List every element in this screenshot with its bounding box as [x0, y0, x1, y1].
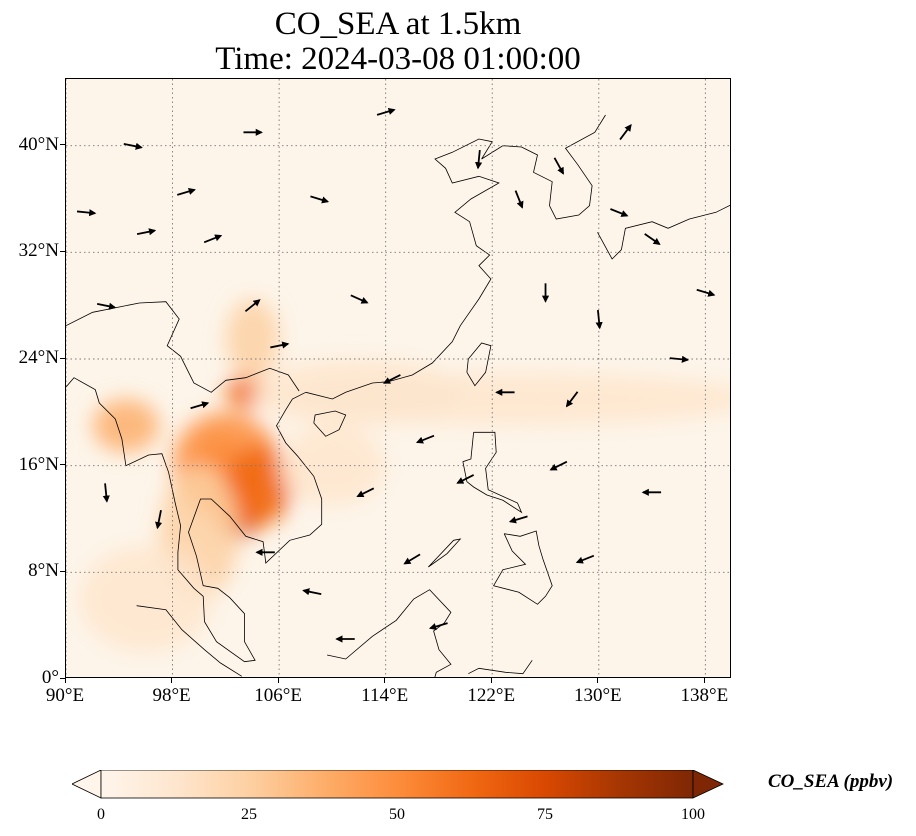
wind-arrow: [595, 309, 603, 330]
concentration-hotspot: [279, 372, 730, 426]
coastline-segment: [466, 342, 492, 387]
wind-arrow: [356, 487, 375, 498]
wind-arrow: [619, 123, 632, 141]
colorbar-tick-label: 0: [97, 806, 105, 823]
x-tick-label: 90°E: [45, 685, 85, 706]
wind-arrow: [669, 355, 690, 363]
wind-arrow: [403, 553, 421, 565]
colorbar-extend-max: [692, 770, 724, 799]
wind-arrow: [610, 208, 629, 217]
colorbar-tick-label: 25: [241, 806, 257, 823]
wind-arrow: [350, 294, 369, 304]
coastline-segment: [136, 605, 243, 677]
x-tick-mark: [277, 678, 279, 683]
chart-title-line2: Time: 2024-03-08 01:00:00: [215, 41, 581, 77]
x-tick-label: 114°E: [361, 685, 409, 706]
coastline-segment: [313, 410, 347, 437]
colorbar-tick-label: 75: [537, 806, 553, 823]
concentration-hotspot: [79, 545, 213, 653]
wind-arrow: [155, 509, 163, 530]
coastline-segment: [305, 138, 522, 400]
wind-arrow: [696, 288, 716, 297]
coastline-segment: [428, 538, 462, 568]
wind-arrow: [549, 460, 568, 471]
y-tick-mark: [60, 464, 65, 466]
wind-arrow: [428, 622, 448, 631]
colorbar-gradient: [100, 770, 694, 799]
x-tick-label: 130°E: [573, 685, 622, 706]
wind-arrow: [302, 588, 322, 596]
coastline-segment: [492, 530, 553, 605]
wind-arrow: [553, 157, 564, 175]
wind-arrow: [575, 554, 595, 564]
coastline-segment: [468, 660, 533, 675]
wind-arrow: [514, 190, 524, 209]
map-canvas: [66, 79, 730, 677]
wind-arrow: [244, 299, 261, 312]
coastline-segment: [66, 301, 300, 393]
x-tick-label: 138°E: [680, 685, 729, 706]
x-tick-mark: [171, 678, 173, 683]
wind-arrow: [376, 107, 396, 116]
coastline-segment: [66, 377, 323, 663]
coastline-segment: [597, 204, 730, 260]
wind-arrow: [190, 401, 210, 410]
coastline-segment: [462, 431, 523, 514]
wind-arrow: [177, 187, 196, 196]
y-tick-mark: [60, 570, 65, 572]
wind-arrow: [310, 195, 330, 204]
coastline-segment: [327, 589, 452, 677]
y-tick-mark: [60, 357, 65, 359]
x-tick-mark: [490, 678, 492, 683]
wind-arrow: [415, 434, 435, 444]
x-tick-mark: [384, 678, 386, 683]
wind-arrow: [456, 474, 475, 484]
colorbar-label: CO_SEA (ppbv): [768, 771, 894, 792]
wind-arrow: [475, 149, 483, 170]
concentration-hotspot: [225, 299, 280, 379]
wind-arrow: [96, 302, 117, 310]
wind-arrow: [136, 228, 157, 236]
wind-arrow: [102, 483, 110, 503]
chart-title-line1: CO_SEA at 1.5km: [274, 6, 522, 42]
colorbar-extend-min: [72, 770, 102, 799]
x-tick-label: 122°E: [467, 685, 516, 706]
y-tick-mark: [60, 144, 65, 146]
concentration-layer: [79, 299, 730, 653]
x-tick-mark: [64, 678, 66, 683]
wind-arrow: [565, 391, 579, 408]
wind-arrow: [383, 374, 401, 384]
colorbar: [72, 770, 724, 799]
coastlines: [66, 114, 730, 677]
colorbar-tick-label: 100: [681, 806, 705, 823]
x-tick-label: 98°E: [152, 685, 191, 706]
y-tick-mark: [60, 677, 65, 679]
y-tick-label: 32°N: [18, 240, 59, 262]
y-tick-label: 8°N: [28, 560, 59, 582]
x-tick-mark: [597, 678, 599, 683]
colorbar-tick-label: 50: [389, 806, 405, 823]
wind-arrow: [203, 234, 223, 244]
y-tick-mark: [60, 250, 65, 252]
wind-arrow: [76, 209, 97, 217]
gridlines: [66, 79, 730, 677]
wind-arrow: [123, 142, 143, 150]
map-panel: [65, 78, 731, 678]
y-tick-label: 16°N: [18, 453, 59, 475]
y-tick-label: 40°N: [18, 133, 59, 155]
y-tick-label: 0°: [41, 667, 59, 688]
concentration-hotspot: [199, 436, 240, 469]
wind-arrow: [644, 233, 661, 245]
coastline-segment: [521, 114, 606, 220]
wind-arrow: [508, 515, 528, 524]
wind-arrow: [270, 341, 290, 349]
y-tick-label: 24°N: [18, 347, 59, 368]
x-tick-label: 106°E: [254, 685, 302, 706]
x-tick-mark: [703, 678, 705, 683]
wind-vectors: [76, 107, 716, 643]
concentration-hotspot: [92, 399, 160, 453]
